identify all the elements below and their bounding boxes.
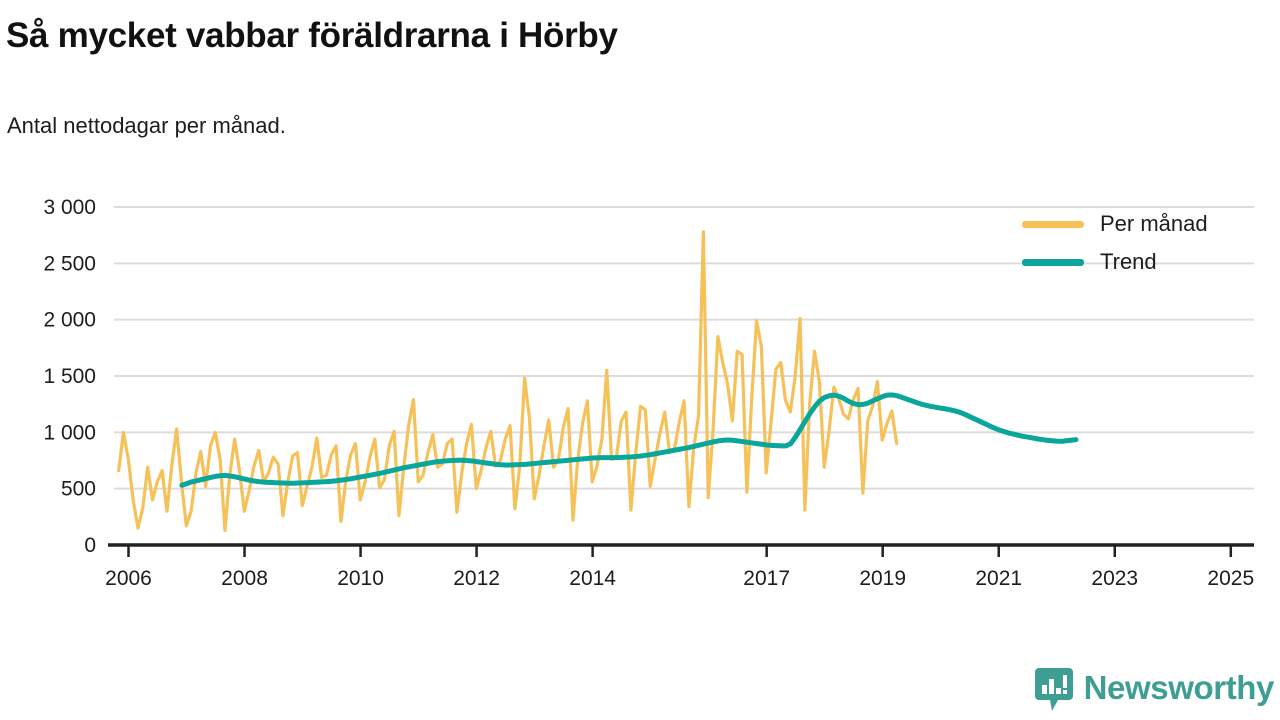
y-axis-tick-label: 1 500 xyxy=(43,365,96,388)
x-axis-tick-label: 2021 xyxy=(975,567,1022,590)
y-axis-tick-label: 2 000 xyxy=(43,309,96,332)
page-title: Så mycket vabbar föräldrarna i Hörby xyxy=(6,16,618,55)
gridlines xyxy=(114,206,1254,490)
y-axis-tick-label: 3 000 xyxy=(43,196,96,219)
y-axis-tick-label: 0 xyxy=(84,534,96,557)
legend-swatch-trend-icon xyxy=(1022,258,1084,266)
logo-mark-svg xyxy=(1034,668,1073,711)
y-axis-tick-label: 500 xyxy=(61,478,96,501)
legend-item-monthly[interactable]: Per månad xyxy=(1022,205,1208,243)
y-axis-tick-labels: 0 500 1 000 1 500 2 000 2 500 3 000 xyxy=(43,196,96,557)
x-axis-tick-label: 2025 xyxy=(1207,567,1254,590)
data-series xyxy=(117,230,1079,532)
chart-subtitle: Antal nettodagar per månad. xyxy=(7,113,286,138)
x-axis-tick-label: 2008 xyxy=(221,567,268,590)
x-axis xyxy=(108,543,1254,557)
x-axis-tick-label: 2012 xyxy=(453,567,500,590)
y-axis-tick-label: 2 500 xyxy=(43,252,96,275)
legend-item-trend[interactable]: Trend xyxy=(1022,243,1208,281)
legend-swatch-monthly-icon xyxy=(1022,220,1084,228)
x-axis-tick-label: 2014 xyxy=(569,567,616,590)
x-axis-tick-label: 2019 xyxy=(859,567,906,590)
chart-plot-area: 0 500 1 000 1 500 2 000 2 500 3 000 2006 2008 20… xyxy=(43,196,1254,590)
y-axis-tick-label: 1 000 xyxy=(43,421,96,444)
x-axis-tick-labels: 2006 2008 2010 2012 2014 2017 2019 2021 2023 2025 xyxy=(105,567,1254,590)
x-axis-tick-label: 2017 xyxy=(743,567,790,590)
chart-legend: Per månad Trend xyxy=(1022,205,1208,281)
bar-chart-speech-bubble-icon xyxy=(1034,668,1073,712)
series-line-trend xyxy=(179,392,1079,488)
x-axis-tick-label: 2010 xyxy=(337,567,384,590)
legend-label-trend: Trend xyxy=(1100,249,1157,274)
series-line-monthly xyxy=(117,230,899,532)
newsworthy-logo[interactable]: Newsworthy xyxy=(1034,668,1275,712)
newsworthy-wordmark: Newsworthy xyxy=(1083,668,1275,706)
legend-label-monthly: Per månad xyxy=(1100,211,1208,236)
x-axis-tick-label: 2006 xyxy=(105,567,152,590)
x-axis-tick-label: 2023 xyxy=(1091,567,1138,590)
